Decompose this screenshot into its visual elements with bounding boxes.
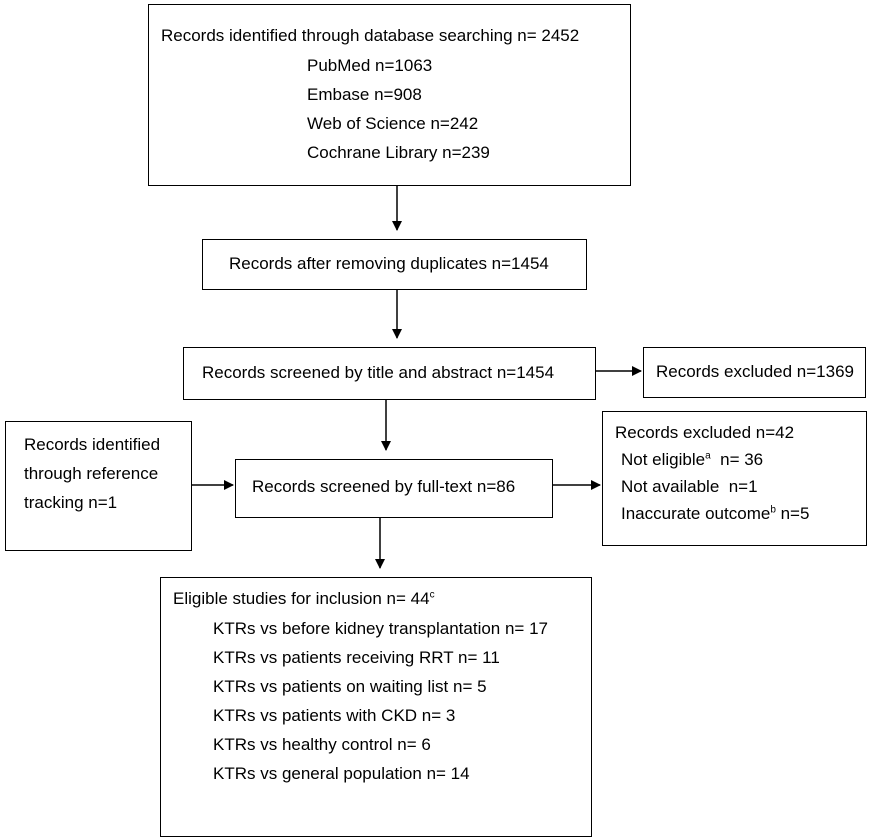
inaccurate-label: Inaccurate outcome (621, 504, 771, 523)
not-eligible-footnote: a (705, 450, 711, 462)
source-pubmed: PubMed n=1063 (307, 56, 433, 75)
excluded-not-available: Not available n=1 (621, 477, 758, 496)
screened-title-abstract-text: Records screened by title and abstract n… (202, 363, 555, 382)
records-excluded-title-text: Records excluded n=1369 (656, 362, 854, 381)
box-reference-tracking: Records identified through reference tra… (5, 421, 192, 551)
inaccurate-footnote: b (770, 504, 776, 516)
box-records-identified: Records identified through database sear… (148, 4, 631, 186)
reference-line-2: through reference (24, 464, 159, 483)
box-screened-fulltext: Records screened by full-text n=86 (235, 459, 553, 518)
box-screened-title-abstract: Records screened by title and abstract n… (183, 347, 596, 400)
excluded-not-eligible: Not eligiblea n= 36 (621, 449, 763, 472)
eligible-title-footnote: c (429, 589, 435, 601)
source-cochrane-library: Cochrane Library n=239 (307, 143, 490, 162)
after-duplicates-text: Records after removing duplicates n=1454 (229, 254, 549, 273)
inaccurate-value: n=5 (775, 504, 810, 523)
source-embase: Embase n=908 (307, 85, 422, 104)
eligible-item-waiting-list: KTRs vs patients on waiting list n= 5 (213, 677, 487, 696)
reference-line-3: tracking n=1 (24, 493, 118, 512)
eligible-item-before-transplant: KTRs vs before kidney transplantation n=… (213, 619, 548, 638)
eligible-item-rrt: KTRs vs patients receiving RRT n= 11 (213, 648, 500, 667)
reference-line-1: Records identified (24, 435, 161, 454)
eligible-item-general-population: KTRs vs general population n= 14 (213, 764, 470, 783)
records-identified-title: Records identified through database sear… (161, 26, 580, 45)
source-web-of-science: Web of Science n=242 (307, 114, 479, 133)
excluded-fulltext-title: Records excluded n=42 (615, 423, 795, 442)
screened-fulltext-text: Records screened by full-text n=86 (252, 477, 516, 496)
not-eligible-label: Not eligible (621, 450, 706, 469)
box-records-excluded-title: Records excluded n=1369 (643, 347, 866, 398)
excluded-inaccurate-outcome: Inaccurate outcomeb n=5 (621, 503, 809, 526)
eligible-item-healthy-control: KTRs vs healthy control n= 6 (213, 735, 431, 754)
not-eligible-value: n= 36 (710, 450, 764, 469)
box-records-excluded-fulltext: Records excluded n=42 Not eligiblea n= 3… (602, 411, 867, 546)
box-after-duplicates: Records after removing duplicates n=1454 (202, 239, 587, 290)
eligible-title: Eligible studies for inclusion n= 44c (173, 588, 435, 611)
eligible-item-ckd: KTRs vs patients with CKD n= 3 (213, 706, 456, 725)
eligible-title-text: Eligible studies for inclusion n= 44 (173, 589, 430, 608)
box-eligible-studies: Eligible studies for inclusion n= 44c KT… (160, 577, 592, 837)
